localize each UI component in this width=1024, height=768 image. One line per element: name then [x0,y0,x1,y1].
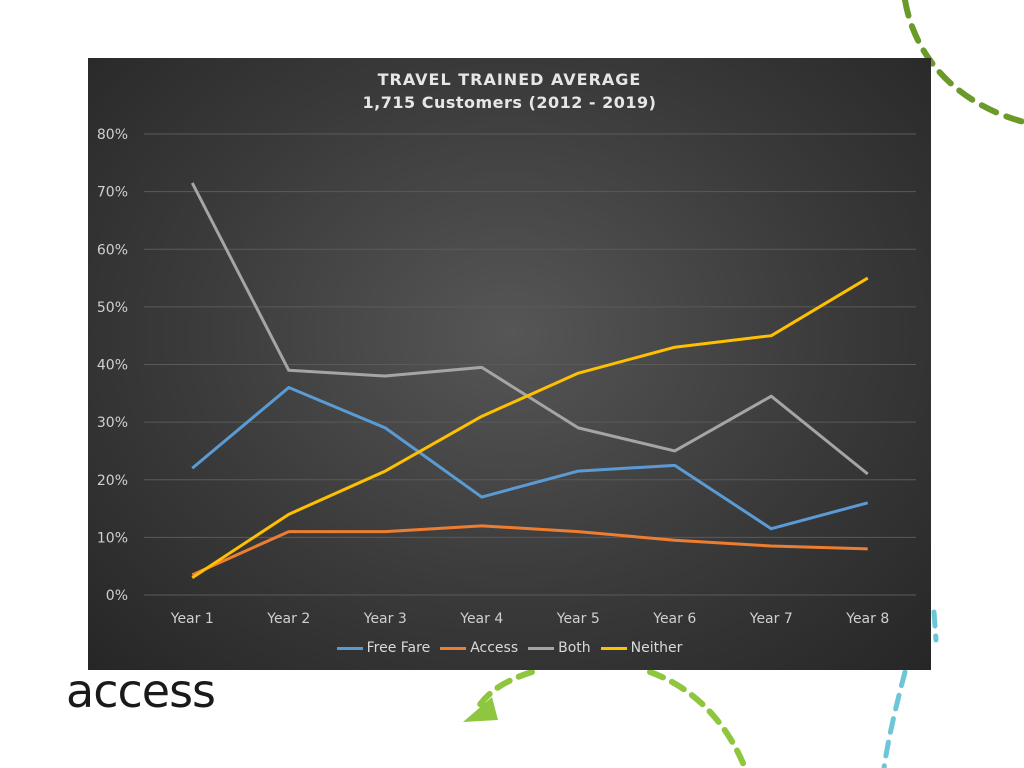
legend-label: Both [558,640,591,656]
chart-title: TRAVEL TRAINED AVERAGE [377,70,642,89]
legend-item: Free Fare [336,640,431,656]
line-chart: 0% 10% 20% 30% 40% 50% 60% 70% 80% Year 1 Year 2 Ye… [97,127,916,627]
lime-dashed-curve [647,669,748,768]
x-tick-label: Year 6 [652,611,696,627]
x-tick-label: Year 1 [170,611,214,627]
access-logo: access [66,664,216,718]
x-tick-label: Year 4 [459,611,503,627]
legend-swatch [600,646,627,650]
x-tick-label: Year 8 [845,611,889,627]
legend-label: Access [470,640,519,656]
series-line-both [190,182,869,476]
x-tick-label: Year 7 [749,611,793,627]
lime-dashed-arc [472,669,535,715]
legend-label: Neither [630,640,683,656]
y-tick-label: 10% [97,530,128,546]
legend-item: Neither [600,640,683,656]
chart-subtitle: 1,715 Customers (2012 - 2019) [362,93,657,112]
y-tick-label: 60% [97,242,128,258]
y-tick-label: 30% [97,415,128,431]
green-dashed-arc [902,0,1024,125]
series-line-free-fare [191,386,869,531]
legend-swatch [528,646,555,650]
chart-legend: Free Fare Access Both Neither [88,640,931,656]
cyan-dashed-curve [881,609,939,768]
chart-panel: 0% 10% 20% 30% 40% 50% 60% 70% 80% Year 1 Year 2 Ye… [88,58,931,670]
legend-item: Access [440,640,518,656]
y-tick-label: 20% [97,473,128,489]
legend-swatch [440,646,467,650]
y-tick-label: 70% [97,185,128,201]
y-tick-label: 50% [97,300,128,316]
y-tick-label: 40% [97,358,128,374]
lime-arrow-head-icon [463,697,498,722]
x-tick-label: Year 3 [363,611,407,627]
x-tick-label: Year 2 [266,611,310,627]
legend-swatch [336,646,363,650]
series-line-access [191,524,868,577]
series-line-neither [191,276,869,579]
x-tick-label: Year 5 [556,611,600,627]
y-tick-label: 0% [106,588,128,604]
legend-label: Free Fare [366,640,431,656]
legend-item: Both [528,640,591,656]
y-tick-label: 80% [97,127,128,143]
